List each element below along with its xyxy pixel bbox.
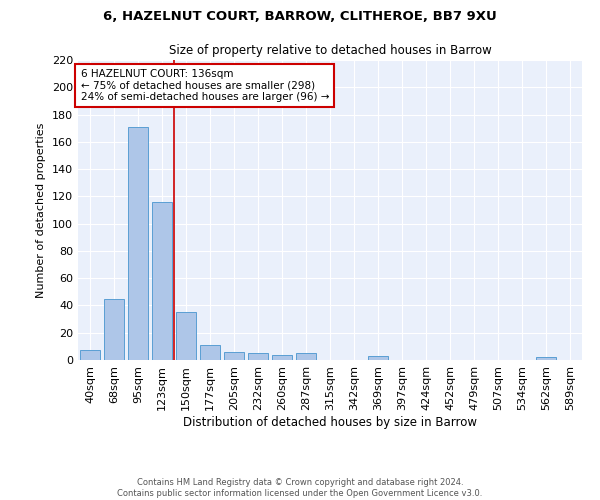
Bar bbox=[224, 352, 244, 360]
Bar bbox=[296, 353, 316, 360]
Y-axis label: Number of detached properties: Number of detached properties bbox=[37, 122, 46, 298]
Bar bbox=[176, 312, 196, 360]
Text: Contains HM Land Registry data © Crown copyright and database right 2024.
Contai: Contains HM Land Registry data © Crown c… bbox=[118, 478, 482, 498]
Title: Size of property relative to detached houses in Barrow: Size of property relative to detached ho… bbox=[169, 44, 491, 58]
Text: 6, HAZELNUT COURT, BARROW, CLITHEROE, BB7 9XU: 6, HAZELNUT COURT, BARROW, CLITHEROE, BB… bbox=[103, 10, 497, 23]
Bar bbox=[152, 202, 172, 360]
Bar bbox=[368, 356, 388, 360]
Bar bbox=[80, 350, 100, 360]
Bar bbox=[248, 353, 268, 360]
Bar bbox=[536, 358, 556, 360]
X-axis label: Distribution of detached houses by size in Barrow: Distribution of detached houses by size … bbox=[183, 416, 477, 428]
Bar bbox=[272, 354, 292, 360]
Bar bbox=[104, 298, 124, 360]
Bar bbox=[128, 127, 148, 360]
Text: 6 HAZELNUT COURT: 136sqm
← 75% of detached houses are smaller (298)
24% of semi-: 6 HAZELNUT COURT: 136sqm ← 75% of detach… bbox=[80, 69, 329, 102]
Bar bbox=[200, 345, 220, 360]
